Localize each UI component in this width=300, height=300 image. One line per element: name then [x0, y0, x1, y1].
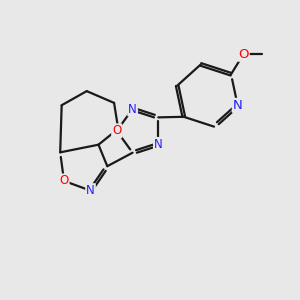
Text: O: O — [59, 174, 69, 188]
Text: O: O — [238, 48, 249, 61]
Text: N: N — [154, 138, 163, 151]
Text: O: O — [112, 124, 122, 137]
Text: N: N — [128, 103, 137, 116]
Text: N: N — [233, 99, 242, 112]
Text: N: N — [86, 184, 95, 197]
